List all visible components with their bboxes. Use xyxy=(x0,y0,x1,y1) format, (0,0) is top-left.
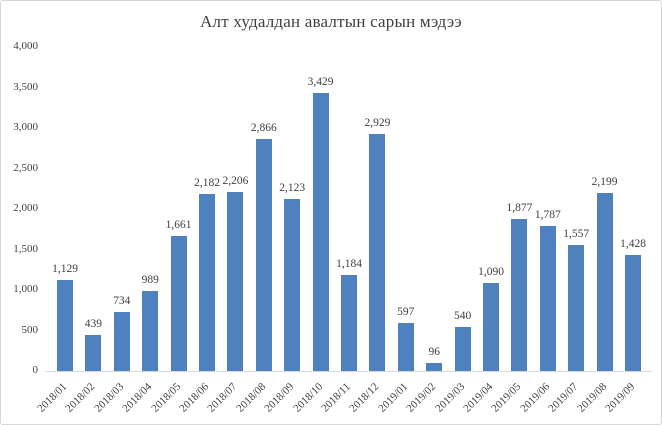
bar-value-label: 2,866 xyxy=(250,122,277,134)
bar-value-label: 96 xyxy=(428,346,440,358)
bar xyxy=(369,134,386,371)
y-tick-label: 4,000 xyxy=(13,40,38,52)
bar xyxy=(284,199,301,371)
bar-value-label: 1,129 xyxy=(52,263,78,275)
bar xyxy=(568,245,585,371)
bar-value-label: 1,090 xyxy=(478,266,504,278)
bar-value-label: 1,184 xyxy=(336,258,362,270)
bar-value-label: 1,787 xyxy=(534,209,561,221)
x-tick-label: 2019/03 xyxy=(432,380,467,415)
y-tick-label: 2,000 xyxy=(13,202,38,214)
bar-value-label: 2,929 xyxy=(364,117,391,129)
x-tick-label: 2018/06 xyxy=(177,380,212,415)
x-tick-label: 2019/07 xyxy=(546,380,581,415)
bar xyxy=(312,93,329,371)
bar-value-label: 2,123 xyxy=(279,182,306,194)
x-tick-label: 2019/06 xyxy=(518,380,553,415)
bar xyxy=(113,312,130,371)
y-tick-label: 2,500 xyxy=(13,161,38,174)
bar xyxy=(426,363,443,371)
bar xyxy=(483,283,499,371)
x-tick-label: 2018/10 xyxy=(290,380,325,415)
bar-value-label: 1,557 xyxy=(563,228,590,240)
x-tick-label: 2018/11 xyxy=(319,380,354,415)
bar-value-label: 1,877 xyxy=(506,202,533,214)
bar xyxy=(142,291,159,371)
y-tick-label: 500 xyxy=(21,323,39,336)
x-tick-label: 2019/04 xyxy=(461,380,496,415)
bar-value-label: 439 xyxy=(84,318,103,330)
bar xyxy=(57,280,73,371)
bar xyxy=(397,323,414,371)
x-tick-label: 2019/05 xyxy=(489,380,524,415)
bar xyxy=(539,226,556,371)
x-tick-label: 2018/02 xyxy=(63,380,98,415)
bar-value-label: 989 xyxy=(141,274,159,286)
x-tick-label: 2018/03 xyxy=(92,380,127,415)
bar xyxy=(170,236,187,371)
bar-value-label: 540 xyxy=(453,310,472,322)
bar-value-label: 2,199 xyxy=(591,176,618,188)
x-tick-label: 2019/01 xyxy=(376,380,411,415)
chart-title: Алт худалдан авалтын сарын мэдээ xyxy=(200,12,462,31)
bar xyxy=(596,193,613,371)
bar xyxy=(255,139,272,371)
bar-value-label: 597 xyxy=(397,306,415,318)
bar-value-label: 1,661 xyxy=(165,219,192,231)
y-tick-label: 1,000 xyxy=(13,283,38,295)
x-tick-label: 2018/09 xyxy=(262,380,297,415)
x-tick-label: 2019/09 xyxy=(603,380,638,415)
x-tick-label: 2018/05 xyxy=(148,380,183,415)
bar xyxy=(511,219,528,371)
bar xyxy=(341,275,357,371)
bar-value-label: 734 xyxy=(113,295,131,307)
bar-value-label: 2,182 xyxy=(194,177,220,189)
x-tick-label: 2019/02 xyxy=(404,380,439,415)
x-tick-label: 2019/08 xyxy=(574,380,609,415)
y-tick-label: 3,500 xyxy=(13,80,38,93)
y-tick-label: 3,000 xyxy=(13,121,38,133)
y-tick-label: 1,500 xyxy=(13,242,38,255)
y-tick-label: 0 xyxy=(32,364,39,376)
x-tick-label: 2018/04 xyxy=(120,380,155,415)
bar xyxy=(85,335,102,371)
bar-value-label: 1,428 xyxy=(620,238,646,250)
bar-value-label: 3,429 xyxy=(307,76,334,88)
x-tick-label: 2018/01 xyxy=(35,380,70,415)
bar xyxy=(199,194,215,371)
bar xyxy=(227,192,244,371)
x-tick-label: 2018/07 xyxy=(205,380,240,415)
bar xyxy=(625,255,641,371)
x-tick-label: 2018/12 xyxy=(347,380,382,415)
bar xyxy=(454,327,471,371)
x-axis-line xyxy=(46,371,652,372)
bar-value-label: 2,206 xyxy=(222,175,249,187)
x-tick-label: 2018/08 xyxy=(234,380,269,415)
